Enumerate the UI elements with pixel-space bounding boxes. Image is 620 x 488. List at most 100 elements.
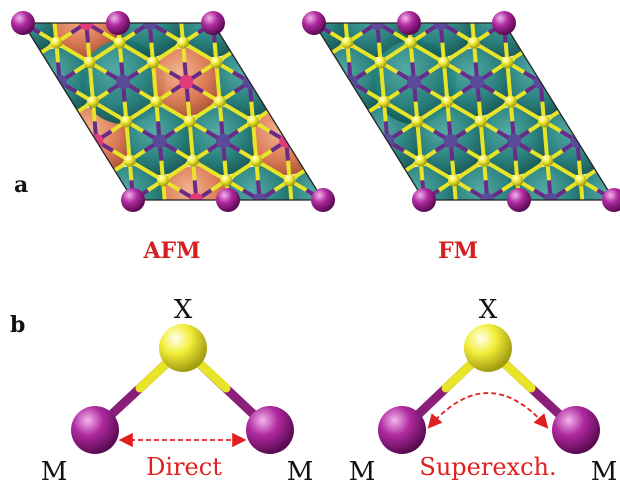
bond bbox=[0, 3, 6, 13]
ligand-bond bbox=[255, 158, 291, 183]
ligand-bond bbox=[578, 180, 586, 200]
bond bbox=[351, 161, 353, 181]
ligand-bond bbox=[605, 121, 613, 161]
ligand-bond bbox=[457, 220, 490, 240]
ligand-bond bbox=[509, 99, 546, 124]
ligand-atom bbox=[237, 0, 249, 9]
bond bbox=[180, 3, 197, 13]
spin-up-lobe bbox=[569, 48, 614, 116]
ligand-bond bbox=[245, 40, 281, 65]
ligand-bond bbox=[346, 40, 382, 65]
ligand-atom bbox=[341, 36, 354, 49]
bond bbox=[59, 101, 65, 122]
bond bbox=[565, 23, 571, 43]
ligand-bond bbox=[415, 121, 423, 161]
ligand-bond bbox=[542, 121, 550, 161]
ligand-bond bbox=[200, 220, 230, 240]
metal-atom bbox=[443, 134, 458, 148]
bond bbox=[356, 149, 374, 163]
m-atom-right-2 bbox=[552, 406, 600, 454]
metal-atom bbox=[507, 134, 521, 148]
ligand-bond bbox=[230, 220, 263, 240]
bond bbox=[457, 210, 472, 220]
panel-a-label: a bbox=[14, 172, 28, 198]
ligand-bond bbox=[151, 62, 159, 102]
bond bbox=[603, 101, 610, 122]
bond bbox=[534, 198, 552, 200]
ligand-atom bbox=[23, 56, 33, 69]
ligand-atom bbox=[130, 233, 142, 245]
bond bbox=[344, 3, 361, 13]
ligand-atom bbox=[113, 36, 126, 49]
x-label-left: X bbox=[174, 295, 193, 325]
bond bbox=[20, 0, 22, 3]
bond bbox=[549, 198, 569, 200]
ligand-bond bbox=[388, 180, 397, 200]
ligand-atom bbox=[257, 233, 269, 245]
spin-up-lobe bbox=[343, 23, 412, 57]
bond bbox=[146, 0, 148, 3]
bond bbox=[150, 210, 167, 220]
ligand-bond bbox=[210, 0, 243, 3]
ligand-bond bbox=[319, 99, 356, 124]
metal-atom bbox=[79, 23, 94, 30]
ligand-atom bbox=[110, 0, 122, 9]
metal-atom bbox=[305, 75, 320, 89]
bond bbox=[274, 23, 280, 43]
ligand-atom bbox=[275, 0, 287, 9]
ligand-atom bbox=[157, 174, 170, 187]
ligand-bond bbox=[407, 0, 437, 3]
ligand-bond bbox=[344, 0, 374, 3]
m-label-left-1: M bbox=[41, 457, 68, 487]
metal-atom bbox=[269, 23, 284, 30]
bond bbox=[456, 3, 471, 13]
bond bbox=[552, 220, 554, 240]
spin-up-lobe bbox=[314, 23, 348, 57]
bond bbox=[258, 23, 278, 25]
bond bbox=[265, 90, 285, 104]
ligand-atom bbox=[83, 56, 96, 69]
bond bbox=[194, 199, 201, 200]
metal-atom bbox=[0, 75, 3, 89]
spin-up-lobe bbox=[453, 166, 522, 200]
ligand-atom bbox=[474, 115, 487, 128]
ligand-atom bbox=[240, 36, 253, 49]
ligand-bond bbox=[356, 220, 389, 240]
ligand-atom bbox=[401, 0, 413, 9]
bond bbox=[586, 70, 606, 84]
bond bbox=[284, 43, 286, 63]
ligand-atom bbox=[283, 174, 296, 187]
bond bbox=[339, 149, 359, 163]
metal-atom bbox=[480, 193, 495, 200]
ligand-bond bbox=[584, 220, 617, 240]
bond bbox=[103, 210, 118, 220]
bond bbox=[359, 198, 379, 200]
ligand-atom bbox=[437, 56, 450, 69]
ligand-atom bbox=[378, 95, 391, 108]
bond bbox=[314, 60, 319, 74]
afm-caption: AFM bbox=[142, 238, 200, 264]
bond bbox=[350, 101, 356, 122]
bond bbox=[539, 70, 557, 84]
bond bbox=[258, 198, 278, 200]
bond bbox=[296, 80, 315, 94]
bond bbox=[275, 42, 282, 63]
ligand-atom bbox=[528, 0, 540, 9]
ligand-bond bbox=[124, 121, 132, 161]
ligand-bond bbox=[568, 62, 576, 102]
bond bbox=[601, 81, 608, 102]
direct-exchange-diagram: X M M Direct bbox=[41, 295, 314, 487]
ligand-atom bbox=[224, 214, 236, 226]
ligand-bond bbox=[352, 121, 360, 161]
bond bbox=[257, 199, 264, 200]
ligand-bond bbox=[55, 40, 91, 65]
metal-atom bbox=[152, 134, 167, 148]
bond bbox=[374, 178, 392, 192]
bond bbox=[68, 188, 86, 200]
ligand-bond bbox=[472, 40, 509, 65]
bond bbox=[244, 42, 250, 63]
bond bbox=[228, 3, 243, 13]
superexchange-label: Superexch. bbox=[419, 453, 556, 481]
ligand-atom bbox=[57, 115, 70, 128]
ligand-atom bbox=[278, 37, 290, 49]
